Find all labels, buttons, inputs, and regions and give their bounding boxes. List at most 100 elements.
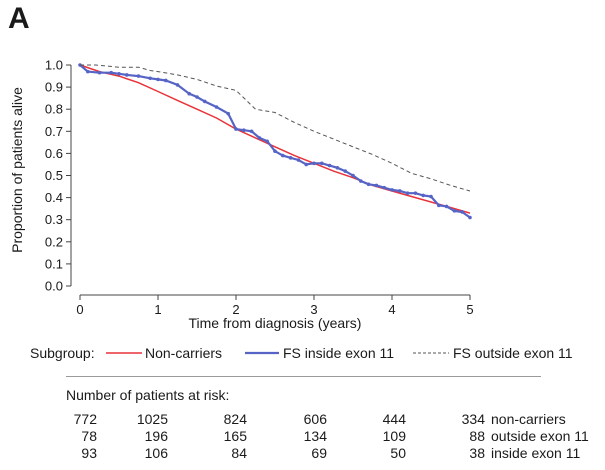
- chart-axes: 0.0 0.1 0.2 0.3 0.4 0.5 0.6 0.7 0.8 0.9 1.0 0 1 2 3 4 5: [45, 58, 474, 318]
- x-axis-label: Time from diagnosis (years): [189, 315, 362, 331]
- y-tick-label: 0.6: [45, 146, 63, 161]
- data-point-fs-inside-exon-11: [437, 203, 441, 208]
- data-point-fs-inside-exon-11: [156, 77, 160, 82]
- data-point-fs-inside-exon-11: [382, 185, 387, 190]
- data-point-fs-inside-exon-11: [327, 163, 332, 168]
- risk-row-non-carriers: 772 1025 824 606 444 334 non-carriers: [0, 411, 605, 429]
- y-tick-label: 0.0: [45, 279, 63, 294]
- data-point-fs-inside-exon-11: [335, 165, 340, 170]
- data-point-fs-inside-exon-11: [343, 169, 348, 173]
- x-tick-label: 1: [154, 302, 161, 317]
- series-line-fs-inside-exon-11: [79, 64, 471, 219]
- risk-cell: 1025: [136, 411, 168, 427]
- legend-swatch-non-carriers: [106, 352, 142, 354]
- data-point-fs-inside-exon-11: [265, 139, 270, 144]
- legend-title: Subgroup:: [30, 345, 95, 361]
- y-tick-label: 0.3: [45, 212, 63, 227]
- y-tick-label: 0.7: [45, 124, 63, 139]
- data-point-fs-inside-exon-11: [351, 173, 355, 178]
- y-tick-label: 0.4: [45, 190, 63, 205]
- data-point-fs-inside-exon-11: [136, 74, 141, 78]
- risk-cell: 196: [144, 428, 168, 444]
- data-point-fs-inside-exon-11: [125, 73, 129, 77]
- risk-cell: 134: [303, 428, 327, 444]
- risk-cell: 84: [231, 445, 247, 461]
- data-point-fs-inside-exon-11: [359, 179, 363, 183]
- data-point-fs-inside-exon-11: [164, 78, 168, 83]
- y-tick-label: 0.5: [45, 168, 63, 183]
- risk-cell: 165: [223, 428, 247, 444]
- data-point-fs-inside-exon-11: [296, 158, 301, 162]
- series-line-non-carriers: [79, 64, 471, 214]
- data-point-fs-inside-exon-11: [444, 204, 449, 209]
- risk-row-label: non-carriers: [491, 411, 566, 427]
- series-line-fs-outside-exon-11: [80, 64, 471, 192]
- risk-row-outside-exon-11: 78 196 165 134 109 88 outside exon 11: [0, 428, 605, 446]
- data-point-fs-inside-exon-11: [312, 161, 316, 166]
- data-point-fs-inside-exon-11: [257, 136, 262, 140]
- x-tick-label: 5: [466, 302, 473, 317]
- legend-swatch-fs-inside: [245, 351, 279, 355]
- panel-label: A: [8, 2, 30, 35]
- data-point-fs-inside-exon-11: [429, 194, 433, 199]
- y-tick-label: 0.2: [45, 234, 63, 249]
- data-point-fs-inside-exon-11: [366, 182, 371, 187]
- data-point-fs-inside-exon-11: [288, 156, 293, 160]
- risk-cell: 38: [469, 445, 485, 461]
- data-point-fs-inside-exon-11: [242, 128, 246, 132]
- risk-cell: 109: [382, 428, 406, 444]
- risk-cell: 824: [223, 411, 247, 427]
- risk-cell: 88: [469, 428, 485, 444]
- risk-cell: 50: [390, 445, 406, 461]
- data-point-fs-inside-exon-11: [304, 162, 309, 167]
- risk-cell: 106: [144, 445, 168, 461]
- data-point-fs-inside-exon-11: [86, 69, 90, 74]
- data-point-fs-inside-exon-11: [109, 70, 113, 75]
- risk-row-label: inside exon 11: [491, 445, 581, 461]
- data-point-fs-inside-exon-11: [234, 127, 238, 131]
- data-point-fs-inside-exon-11: [390, 188, 394, 192]
- x-tick-label: 4: [388, 302, 395, 317]
- data-point-fs-inside-exon-11: [226, 111, 230, 116]
- risk-cell: 69: [311, 445, 327, 461]
- survival-chart: 0.00.10.20.30.40.50.60.70.80.91.00 1 2 3 4 5 …: [9, 58, 474, 332]
- legend-divider: [66, 376, 541, 377]
- x-tick-label: 2: [232, 302, 239, 317]
- legend-item-non-carriers: Non-carriers: [145, 345, 223, 361]
- risk-row-inside-exon-11: 93 106 84 69 50 38 inside exon 11: [0, 445, 605, 463]
- legend-swatch-fs-outside: [413, 352, 449, 354]
- legend-item-fs-inside: FS inside exon 11: [283, 345, 395, 361]
- y-tick-label: 0.8: [45, 102, 63, 117]
- x-tick-label: 3: [310, 302, 317, 317]
- risk-cell: 93: [81, 445, 97, 461]
- y-axis-label: Proportion of patients alive: [9, 87, 25, 253]
- y-tick-label: 0.1: [45, 256, 63, 271]
- data-point-fs-inside-exon-11: [398, 189, 402, 193]
- data-point-fs-inside-exon-11: [405, 191, 410, 195]
- data-point-fs-inside-exon-11: [175, 83, 180, 87]
- data-point-fs-inside-exon-11: [374, 183, 379, 188]
- chart-legend: Subgroup: Non-carriers FS inside exon 11…: [15, 343, 605, 369]
- risk-row-label: outside exon 11: [491, 428, 589, 444]
- data-point-fs-inside-exon-11: [421, 193, 426, 198]
- data-point-fs-inside-exon-11: [195, 95, 199, 99]
- chart-series: [78, 63, 472, 220]
- data-point-fs-inside-exon-11: [281, 153, 285, 158]
- data-point-fs-inside-exon-11: [249, 129, 254, 134]
- data-point-fs-inside-exon-11: [214, 105, 219, 109]
- risk-cell: 444: [382, 411, 406, 427]
- y-tick-label: 1.0: [45, 58, 63, 73]
- risk-cell: 334: [461, 411, 485, 427]
- data-point-fs-inside-exon-11: [97, 70, 102, 75]
- data-point-fs-inside-exon-11: [452, 209, 457, 213]
- data-point-fs-inside-exon-11: [148, 76, 152, 81]
- data-point-fs-inside-exon-11: [320, 161, 324, 166]
- x-tick-label: 0: [76, 302, 83, 317]
- legend-item-fs-outside: FS outside exon 11: [453, 345, 573, 361]
- risk-cell: 606: [303, 411, 327, 427]
- y-tick-label: 0.9: [45, 80, 63, 95]
- data-point-fs-inside-exon-11: [203, 99, 207, 104]
- data-point-fs-inside-exon-11: [273, 149, 277, 153]
- data-point-fs-inside-exon-11: [413, 191, 418, 195]
- data-point-fs-inside-exon-11: [187, 91, 191, 96]
